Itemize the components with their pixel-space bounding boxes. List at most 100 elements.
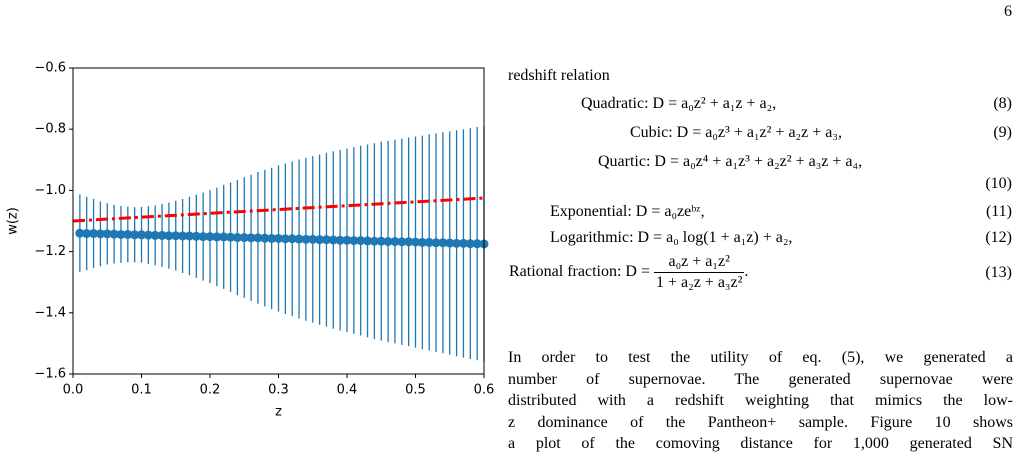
x-tick-label: 0.5 [405,383,426,398]
equation-number: (12) [985,229,1012,246]
point [363,236,373,246]
equation: Logarithmic: D = a₀ log(1 + a₁z) + a₂, [550,228,792,248]
point [82,229,92,239]
equation: Cubic: D = a₀z³ + a₁z² + a₂z + a₃, [630,123,842,143]
equation-label: Logarithmic: [550,229,634,246]
point [452,238,462,248]
point [445,238,455,248]
point [226,232,236,242]
paragraph-line: z dominance of the Pantheon+ sample. Fig… [508,413,1013,431]
point [308,234,318,244]
denominator: 1 + a₂z + a₃z² [653,272,745,291]
page-number: 6 [1004,3,1012,20]
equation-label: Exponential: [550,203,632,220]
x-tick-label: 0.4 [337,383,358,398]
point [465,239,475,249]
point [184,231,194,241]
point [130,230,140,240]
x-tick-label: 0.2 [200,383,221,398]
y-tick-label: −1.0 [34,183,66,198]
point [157,230,167,240]
paragraph-line: number of supernovae. The generated supe… [508,370,1013,388]
equation-label: Cubic: [630,124,673,141]
equation-label: Quartic: [598,153,651,170]
point [383,237,393,247]
point [321,235,331,245]
point [109,229,119,239]
point [349,236,359,246]
point [89,229,99,239]
y-tick-label: −1.4 [34,305,66,320]
numerator: a₀z + a₁z² [668,253,730,270]
point [260,233,270,243]
equation-number: (8) [993,95,1012,112]
point [458,238,468,248]
equation-formula: D = a₀ log(1 + a₁z) + a₂, [637,229,793,246]
point [253,233,263,243]
point [246,233,256,243]
point [239,233,249,243]
point [143,230,153,240]
y-tick-label: −0.8 [34,122,66,137]
y-tick-label: −1.6 [34,367,66,382]
point [287,234,297,244]
equation-formula: D = [625,263,650,281]
point [137,230,146,240]
point [232,233,242,243]
point [472,239,482,249]
point [150,230,160,240]
paragraph-line: In order to test the utility of eq. (5),… [508,349,1013,366]
intro-text: redshift relation [508,67,610,84]
x-tick-label: 0.6 [474,383,495,398]
point [301,234,311,244]
equation: Rational fraction: D = a₀z + a₁z² 1 + a₂z… [509,252,748,293]
point [198,232,208,242]
point [95,229,105,239]
point [212,232,222,242]
point [123,229,133,239]
point [116,229,126,239]
chart: 0.0 0.1 0.2 0.3 0.4 0.5 0.6 −1.6 −1.4 −1.2 −1.0 −0.… [6,61,495,420]
equation-number: (9) [993,124,1012,141]
fraction: a₀z + a₁z² 1 + a₂z + a₃z² [653,252,745,293]
point [328,235,338,245]
point [205,232,215,242]
point [164,231,174,241]
point [411,237,420,247]
equation-label: Rational fraction: [509,263,622,281]
point [178,231,188,241]
point [424,237,434,247]
x-tick-label: 0.0 [63,383,84,398]
equation: Exponential: D = a₀zeᵇᶻ, [550,202,705,222]
paragraph-line: distributed with a redshift weighting th… [508,392,1013,409]
point [417,237,427,247]
y-tick-label: −0.6 [34,61,66,76]
point [274,233,283,243]
equation-formula: D = a₀z⁴ + a₁z³ + a₂z² + a₃z + a₄, [654,153,863,170]
point [315,235,325,245]
equation-number: (10) [985,175,1012,192]
x-axis-label: z [275,405,282,420]
equation-formula: D = a₀z³ + a₁z² + a₂z + a₃, [676,124,842,141]
equation: Quartic: D = a₀z⁴ + a₁z³ + a₂z² + a₃z + … [598,152,862,172]
point [431,238,441,248]
point [267,233,277,243]
equation-number: (11) [985,203,1012,220]
point [342,235,352,245]
equation-formula: D = a₀zeᵇᶻ, [635,203,705,220]
equation-formula: D = a₀z² + a₁z + a₂, [652,95,777,112]
point [102,229,112,239]
point [294,234,304,244]
point [438,238,448,248]
equation-number: (13) [985,264,1012,281]
point [219,232,229,242]
point [390,237,400,247]
y-axis-label: w(z) [6,207,21,235]
point [356,236,366,246]
point [397,237,407,247]
point [280,234,290,244]
equation: Quadratic: D = a₀z² + a₁z + a₂, [581,94,776,114]
paragraph-line: a plot of the comoving distance for 1,00… [508,435,1013,452]
point [369,236,379,246]
